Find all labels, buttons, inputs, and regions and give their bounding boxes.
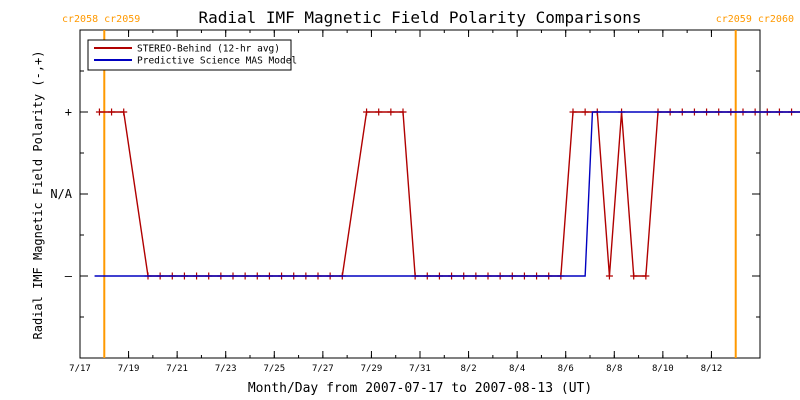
data-point-1 [375, 108, 383, 116]
x-tick-label: 7/25 [263, 364, 285, 374]
data-point-1 [363, 108, 371, 116]
x-axis-label: Month/Day from 2007-07-17 to 2007-08-13 … [248, 381, 592, 396]
x-tick-label: 8/10 [652, 364, 674, 374]
data-point-1 [569, 108, 577, 116]
data-point-1 [630, 272, 638, 280]
y-tick-label: N/A [50, 187, 72, 201]
data-point-1 [399, 108, 407, 116]
x-tick-label: 8/12 [701, 364, 723, 374]
data-point-1 [605, 272, 613, 280]
x-tick-label: 8/2 [460, 364, 476, 374]
x-tick-label: 7/31 [409, 364, 431, 374]
data-point-1 [120, 108, 128, 116]
x-tick-label: 7/27 [312, 364, 334, 374]
carrington-label: cr2059 cr2060 [716, 14, 794, 25]
x-tick-label: 8/4 [509, 364, 525, 374]
legend-label: Predictive Science MAS Model [137, 56, 297, 67]
plot-frame [79, 29, 761, 359]
data-point-1 [642, 272, 650, 280]
x-tick-label: 7/23 [215, 364, 237, 374]
x-tick-label: 7/21 [166, 364, 188, 374]
x-tick-label: 7/17 [69, 364, 91, 374]
y-axis-label: Radial IMF Magnetic Field Polarity (-,+) [31, 51, 45, 340]
x-tick-label: 7/29 [361, 364, 383, 374]
data-point-1 [108, 108, 116, 116]
legend-label: STEREO-Behind (12-hr avg) [137, 44, 280, 55]
y-tick-label: – [65, 269, 73, 283]
series-line-1 [99, 111, 800, 277]
data-point-1 [95, 108, 103, 116]
carrington-label: cr2058 cr2059 [62, 14, 140, 25]
y-tick-label: + [65, 105, 72, 119]
data-point-1 [581, 108, 589, 116]
x-tick-label: 8/6 [558, 364, 574, 374]
x-tick-label: 8/8 [606, 364, 622, 374]
chart-title: Radial IMF Magnetic Field Polarity Compa… [198, 8, 641, 27]
x-tick-label: 7/19 [118, 364, 140, 374]
data-point-1 [387, 108, 395, 116]
legend-box [87, 39, 292, 71]
series-line-2 [94, 111, 800, 277]
